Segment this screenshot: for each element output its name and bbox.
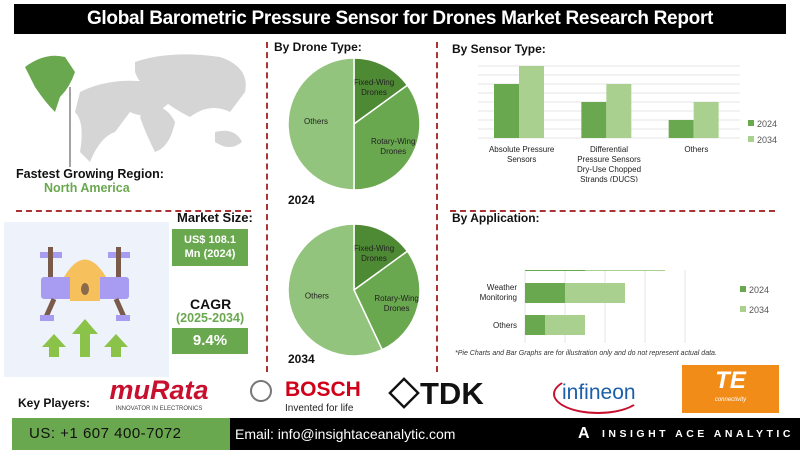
category-label: Others xyxy=(684,145,708,154)
bar-2024 xyxy=(494,84,519,138)
bar-2034 xyxy=(565,283,625,303)
bar-2024 xyxy=(581,102,607,138)
murata-tagline: INNOVATOR IN ELECTRONICS xyxy=(115,406,203,412)
cagr-period: (2025-2034) xyxy=(176,311,245,325)
te-name: TE xyxy=(715,367,746,394)
bosch-tagline: Invented for life xyxy=(285,403,354,414)
market-size-year: Mn (2024) xyxy=(184,248,236,260)
tdk-emblem-icon xyxy=(388,377,420,409)
world-map xyxy=(25,54,246,167)
legend-label: 2024 xyxy=(757,119,777,129)
infineon-swoosh-icon xyxy=(553,374,643,414)
drone-type-heading: By Drone Type: xyxy=(274,40,362,54)
disclaimer-note: *Pie Charts and Bar Graphs are for illus… xyxy=(455,350,717,357)
murata-name: muRata xyxy=(109,375,209,405)
drone-icon xyxy=(40,247,130,357)
market-size-label: Market Size: xyxy=(177,210,253,225)
pie-slice xyxy=(353,223,409,292)
category-label: Others xyxy=(493,321,517,330)
legend-swatch xyxy=(740,286,746,292)
bosch-name: BOSCH xyxy=(285,378,361,401)
footer-bar: Email: info@insightaceanalytic.com A INS… xyxy=(230,418,800,450)
drone-illustration xyxy=(4,222,169,377)
legend-swatch xyxy=(748,120,754,126)
phone-number: US: +1 607 400-7072 xyxy=(12,418,230,450)
tdk-name: TDK xyxy=(420,376,484,411)
bar-2024 xyxy=(525,270,585,271)
legend-label: 2034 xyxy=(757,135,777,145)
bar-2034 xyxy=(545,315,585,335)
report-title: Global Barometric Pressure Sensor for Dr… xyxy=(14,4,786,34)
te-logo: TE connectivity xyxy=(682,365,779,413)
pie-slice xyxy=(353,250,421,351)
application-heading: By Application: xyxy=(452,211,540,225)
legend-swatch xyxy=(740,306,746,312)
market-size-amount: US$ 108.1 xyxy=(184,234,236,246)
legend-label: 2024 xyxy=(749,285,769,295)
divider xyxy=(16,210,251,212)
murata-logo: muRata INNOVATOR IN ELECTRONICS xyxy=(102,374,216,412)
cagr-value: 9.4% xyxy=(172,328,248,354)
pie-slice-label: Rotary-Wing Drones xyxy=(374,294,418,313)
pie-slice xyxy=(287,57,355,191)
bar-2024 xyxy=(525,315,545,335)
pie-chart-2024: Fixed-Wing Drones Rotary-Wing Drones Others xyxy=(287,57,421,191)
region-label: Fastest Growing Region: xyxy=(16,167,164,181)
bosch-emblem-icon xyxy=(250,380,272,402)
pie-slice-label: Others xyxy=(305,291,329,300)
application-bar-chart: Altitude Trackingand StabilizationWeathe… xyxy=(480,270,769,343)
infineon-name: infineon xyxy=(562,381,636,404)
pie-slice xyxy=(353,57,409,126)
pie-year-2024: 2024 xyxy=(288,193,315,207)
key-players-label: Key Players: xyxy=(18,396,91,410)
divider xyxy=(436,42,438,372)
pie-chart-2034: Fixed-Wing Drones Rotary-Wing Drones Others xyxy=(287,223,421,357)
pie-slice xyxy=(353,84,421,191)
cagr-label: CAGR xyxy=(190,296,232,312)
legend-label: 2034 xyxy=(749,305,769,315)
pie-slice-label: Fixed-Wing Drones xyxy=(354,78,394,97)
bar-2034 xyxy=(693,102,719,138)
email-address[interactable]: Email: info@insightaceanalytic.com xyxy=(235,426,456,442)
pie-slice xyxy=(287,223,384,357)
pie-year-2034: 2034 xyxy=(288,352,315,366)
pie-slice-label: Others xyxy=(304,117,328,126)
category-label: Absolute Pressure Sensors xyxy=(489,145,555,164)
brand-logo-icon: A xyxy=(578,425,590,442)
pie-slice-label: Rotary-Wing Drones xyxy=(371,137,415,156)
category-label: Differential Pressure Sensors Dry-Use Chop… xyxy=(577,145,641,182)
te-tagline: connectivity xyxy=(714,397,747,403)
brand-name: INSIGHT ACE ANALYTIC xyxy=(602,428,794,440)
sensor-type-bar-chart: Absolute Pressure Sensors Differential Pres… xyxy=(478,65,777,182)
bar-2024 xyxy=(668,120,694,138)
sensor-type-heading: By Sensor Type: xyxy=(452,42,546,56)
bar-2024 xyxy=(525,283,565,303)
divider xyxy=(450,210,775,212)
bar-2034 xyxy=(585,270,665,271)
divider xyxy=(266,42,268,372)
bar-2034 xyxy=(606,84,632,138)
bar-2034 xyxy=(519,66,544,138)
category-label: Weather Monitoring xyxy=(480,283,518,302)
region-value: North America xyxy=(44,181,130,195)
pie-slice-label: Fixed-Wing Drones xyxy=(354,244,394,263)
market-size-value: US$ 108.1 Mn (2024) xyxy=(172,229,248,266)
legend-swatch xyxy=(748,136,754,142)
